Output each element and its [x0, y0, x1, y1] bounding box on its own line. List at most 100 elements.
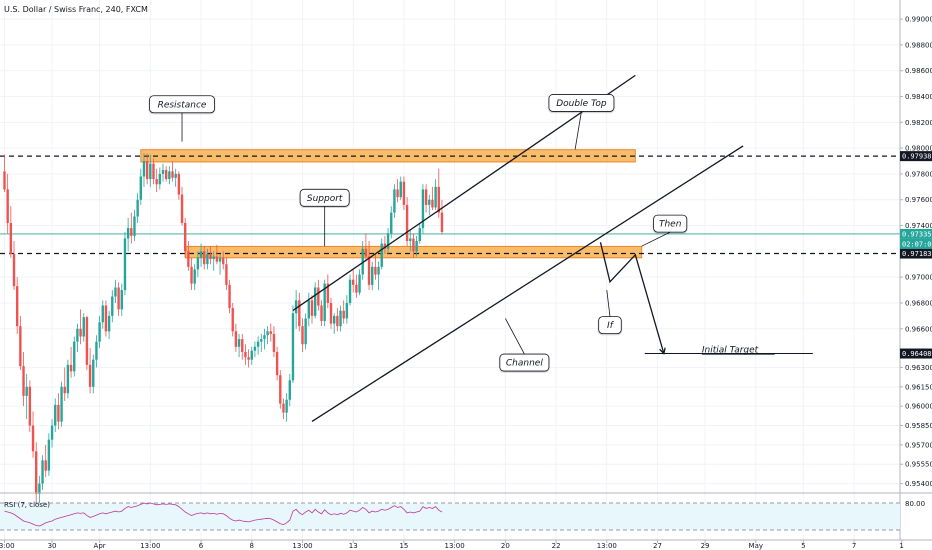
candle-body — [79, 328, 82, 337]
candle-body — [409, 238, 412, 242]
channel-lower-line — [311, 145, 744, 422]
candle-body — [301, 326, 304, 345]
candle-body — [174, 173, 177, 178]
candle-body — [66, 364, 70, 394]
candle-body — [298, 300, 301, 327]
candle-body — [374, 266, 377, 275]
candle-body — [164, 170, 168, 180]
candle-body — [6, 189, 9, 223]
candle-body — [215, 256, 219, 262]
price-tick-label: 0.98600 — [905, 67, 932, 75]
candle-body — [155, 179, 158, 185]
annotations: Resistance Double Top Support Then If Channel… — [149, 94, 775, 372]
candle-body — [206, 253, 209, 265]
candle-body — [54, 404, 57, 426]
candle-body — [304, 318, 307, 345]
time-axis[interactable]: 13:0030Apr13:006813:00131513:00202213:00… — [0, 540, 904, 550]
candle-body — [332, 315, 336, 324]
annotation-pointer — [641, 231, 671, 247]
price-tick-label: 0.98200 — [905, 119, 932, 127]
support-badge-label: 0.97183 — [902, 250, 932, 258]
time-tick-label: 30 — [48, 542, 57, 550]
price-tick-label: 0.96600 — [905, 325, 932, 333]
price-tick-label: 0.99000 — [905, 16, 932, 24]
candle-body — [149, 163, 152, 180]
candle-body — [41, 460, 44, 484]
candle-body — [187, 251, 190, 267]
price-tick-label: 0.97600 — [905, 196, 932, 204]
candle-body — [383, 243, 387, 249]
candle-body — [256, 341, 260, 347]
candle-body — [320, 305, 323, 322]
candle-body — [95, 341, 98, 360]
candle-body — [355, 284, 358, 293]
trendlines — [292, 74, 813, 422]
time-tick-label: 13:00 — [0, 542, 15, 550]
candle-body — [361, 248, 364, 275]
candle-body — [428, 199, 431, 205]
candle-body — [352, 279, 355, 285]
price-tick-label: 0.95700 — [905, 441, 932, 449]
level-lines — [0, 155, 900, 255]
candle-body — [133, 216, 136, 236]
candle-body — [222, 257, 225, 265]
candle-body — [123, 238, 127, 291]
price-tick-label: 0.95550 — [905, 461, 932, 469]
candle-body — [282, 403, 285, 413]
annotation-text: Resistance — [158, 100, 207, 110]
candle-body — [390, 212, 393, 234]
time-tick-label: 8 — [250, 542, 254, 550]
price-badges: 0.97938 0.97183 0.96408 0.97335 02:07:01 — [900, 151, 932, 359]
candle-body — [73, 341, 76, 372]
candle-body — [342, 310, 345, 319]
candle-body — [35, 451, 38, 494]
candle-body — [272, 333, 276, 352]
candle-body — [225, 264, 228, 285]
candle-body — [31, 425, 35, 452]
candle-body — [28, 386, 32, 426]
candle-body — [136, 199, 139, 217]
support-badge — [900, 248, 932, 259]
candle-body — [234, 331, 238, 347]
annotation-text: Support — [307, 194, 343, 204]
annotation-text: Double Top — [556, 99, 607, 109]
resistance-badge — [900, 151, 932, 162]
candle-body — [25, 386, 28, 396]
candle-body — [101, 305, 104, 323]
candle-body — [434, 186, 437, 208]
candle-body — [180, 194, 184, 223]
rsi-pane: RSI (7, close) 80.00 — [0, 500, 925, 531]
time-tick-label: 27 — [653, 542, 662, 550]
candle-body — [307, 300, 311, 319]
rsi-band — [0, 503, 900, 530]
candle-body — [92, 359, 95, 387]
candle-body — [114, 287, 117, 297]
price-tick-label: 0.96150 — [905, 383, 932, 391]
candle-body — [120, 290, 123, 310]
candle-body — [285, 399, 288, 413]
price-tick-label: 0.98400 — [905, 93, 932, 101]
candle-body — [247, 357, 250, 360]
resistance-badge-label: 0.97938 — [902, 153, 932, 161]
candle-body — [415, 241, 418, 252]
last-price-badge — [900, 228, 932, 239]
candle-body — [193, 269, 196, 284]
candle-body — [424, 189, 428, 205]
candle-body — [196, 257, 200, 270]
candle-body — [345, 302, 349, 319]
candle-body — [263, 335, 266, 340]
price-tick-label: 0.96800 — [905, 299, 932, 307]
time-tick-label: 13:00 — [292, 542, 312, 550]
price-axis[interactable]: 0.99000 0.98800 0.98600 0.98400 0.98200 0.980… — [900, 16, 932, 488]
candle-body — [15, 286, 19, 327]
candle-body — [44, 460, 47, 471]
time-tick-label: 22 — [552, 542, 561, 550]
candle-body — [326, 283, 330, 303]
candle-body — [288, 380, 291, 400]
candle-body — [402, 181, 406, 205]
chart-title: U.S. Dollar / Swiss Franc, 240, FXCM — [4, 5, 148, 14]
candle-body — [76, 328, 79, 342]
candle-body — [323, 283, 326, 322]
candle-body — [269, 331, 272, 334]
